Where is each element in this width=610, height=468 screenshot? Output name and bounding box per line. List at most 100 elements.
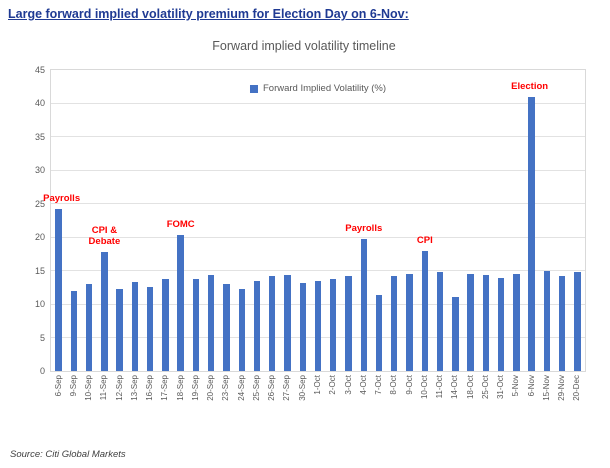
gridline bbox=[51, 102, 585, 104]
chart-title: Forward implied volatility timeline bbox=[212, 39, 396, 53]
x-axis-tick-label: 13-Sep bbox=[129, 375, 139, 401]
bar-19-Sep bbox=[192, 279, 200, 371]
x-axis-tick-label: 30-Sep bbox=[297, 375, 307, 401]
y-axis-tick-label: 25 bbox=[34, 198, 45, 209]
x-axis-tick-label: 2-Oct bbox=[328, 375, 338, 395]
gridline bbox=[51, 169, 585, 171]
x-axis-tick-label: 20-Sep bbox=[206, 375, 216, 401]
x-axis-tick-label: 12-Sep bbox=[114, 375, 124, 401]
bar-11-Oct bbox=[436, 272, 444, 371]
y-axis-tick-label: 20 bbox=[34, 232, 45, 243]
gridline bbox=[51, 270, 585, 272]
x-axis-tick-label: 16-Sep bbox=[145, 375, 155, 401]
x-axis-tick-label: 11-Oct bbox=[435, 375, 445, 399]
event-annotation: Payrolls bbox=[43, 193, 81, 205]
bar-24-Sep bbox=[238, 289, 245, 371]
event-annotation: Payrolls bbox=[345, 223, 383, 235]
bar-23-Sep bbox=[223, 284, 230, 371]
x-axis-tick-label: 6-Sep bbox=[53, 375, 63, 397]
plot-wrap: Forward Implied Volatility (%) 0 5 10 15 20 2… bbox=[35, 65, 586, 401]
x-axis-tick-label: 11-Sep bbox=[99, 375, 109, 401]
x-axis-tick-label: 29-Nov bbox=[557, 375, 567, 401]
legend-swatch bbox=[249, 84, 258, 93]
gridline bbox=[51, 136, 585, 138]
x-axis-tick-label: 17-Sep bbox=[160, 375, 170, 401]
bar-13-Sep bbox=[131, 282, 139, 371]
bar-25-Oct bbox=[482, 274, 490, 371]
bar-6-Nov bbox=[528, 96, 535, 371]
page-title: Large forward implied volatility premium… bbox=[8, 7, 409, 21]
bar-7-Oct bbox=[375, 294, 383, 371]
x-axis-tick-label: 9-Oct bbox=[404, 375, 414, 395]
x-axis-tick-label: 31-Oct bbox=[496, 375, 506, 400]
bar-20-Dec bbox=[574, 272, 581, 371]
forward-implied-volatility-chart: Forward implied volatility timeline Forw… bbox=[8, 39, 600, 401]
x-axis-tick-label: 26-Sep bbox=[267, 375, 277, 401]
bar-4-Oct bbox=[360, 239, 367, 371]
x-axis-tick-label: 19-Sep bbox=[190, 375, 200, 401]
bar-14-Oct bbox=[452, 297, 459, 371]
y-axis-tick-label: 5 bbox=[39, 332, 45, 343]
legend: Forward Implied Volatility (%) bbox=[249, 83, 387, 94]
bar-8-Oct bbox=[391, 276, 398, 371]
y-axis-tick-label: 45 bbox=[34, 65, 45, 75]
bar-26-Sep bbox=[269, 276, 276, 371]
x-axis-tick-label: 8-Oct bbox=[389, 375, 399, 395]
x-axis-tick-label: 15-Nov bbox=[541, 375, 551, 401]
y-axis-tick-label: 10 bbox=[34, 299, 45, 310]
x-axis-tick-label: 1-Oct bbox=[313, 375, 322, 395]
bar-17-Sep bbox=[162, 279, 169, 371]
x-axis-tick-label: 27-Sep bbox=[282, 375, 292, 401]
x-axis-tick-label: 4-Oct bbox=[358, 375, 368, 395]
bar-9-Sep bbox=[70, 290, 78, 371]
bar-12-Sep bbox=[116, 289, 123, 371]
y-axis-tick-label: 35 bbox=[34, 131, 45, 142]
bar-1-Oct bbox=[314, 280, 322, 371]
event-annotation: CPI bbox=[416, 235, 433, 247]
y-axis-tick-label: 0 bbox=[39, 366, 45, 376]
gridline bbox=[51, 203, 585, 205]
bar-9-Oct bbox=[406, 274, 413, 371]
event-annotation: FOMC bbox=[166, 219, 195, 231]
plot-area: Forward Implied Volatility (%) 0 5 10 15 20 2… bbox=[35, 65, 586, 401]
x-axis-tick-label: 5-Nov bbox=[511, 375, 521, 397]
x-axis-tick-label: 18-Oct bbox=[465, 375, 475, 400]
x-axis-tick-label: 23-Sep bbox=[221, 375, 231, 401]
gridline bbox=[51, 236, 585, 238]
legend-label: Forward Implied Volatility (%) bbox=[262, 83, 387, 94]
bar-6-Sep bbox=[55, 209, 62, 371]
bar-18-Sep bbox=[177, 235, 184, 371]
y-axis-tick-label: 40 bbox=[34, 98, 45, 109]
x-axis-tick-label: 18-Sep bbox=[175, 375, 185, 401]
bar-20-Sep bbox=[207, 274, 215, 371]
x-axis-tick-label: 25-Sep bbox=[251, 375, 261, 401]
x-axis-tick-label: 20-Dec bbox=[572, 375, 582, 401]
bar-30-Sep bbox=[299, 283, 306, 371]
bar-15-Nov bbox=[543, 270, 551, 371]
x-axis-tick-label: 14-Oct bbox=[450, 375, 460, 400]
bar-18-Oct bbox=[467, 274, 474, 371]
bar-10-Sep bbox=[85, 284, 93, 371]
x-axis-tick-label: 25-Oct bbox=[480, 375, 490, 400]
bar-29-Nov bbox=[558, 276, 566, 371]
x-axis-tick-label: 3-Oct bbox=[343, 375, 353, 395]
bar-25-Sep bbox=[253, 280, 261, 371]
bar-3-Oct bbox=[345, 276, 352, 371]
bar-27-Sep bbox=[284, 275, 291, 371]
x-axis-tick-label: 7-Oct bbox=[374, 375, 384, 395]
y-axis-tick-label: 30 bbox=[34, 165, 45, 176]
x-axis-tick-label: 6-Nov bbox=[526, 375, 536, 397]
bar-16-Sep bbox=[146, 287, 154, 371]
bar-11-Sep bbox=[101, 251, 108, 371]
x-axis-tick-label: 24-Sep bbox=[236, 375, 246, 401]
x-axis-tick-label: 10-Sep bbox=[84, 375, 94, 401]
event-annotation: Election bbox=[511, 80, 549, 92]
bar-31-Oct bbox=[497, 278, 505, 371]
bar-10-Oct bbox=[421, 251, 428, 371]
y-axis-tick-label: 15 bbox=[34, 265, 45, 276]
source-note: Source: Citi Global Markets bbox=[10, 449, 126, 460]
x-axis-tick-label: 9-Sep bbox=[68, 375, 78, 397]
event-annotation: CPI & Debate bbox=[88, 225, 121, 248]
bar-2-Oct bbox=[330, 279, 337, 371]
